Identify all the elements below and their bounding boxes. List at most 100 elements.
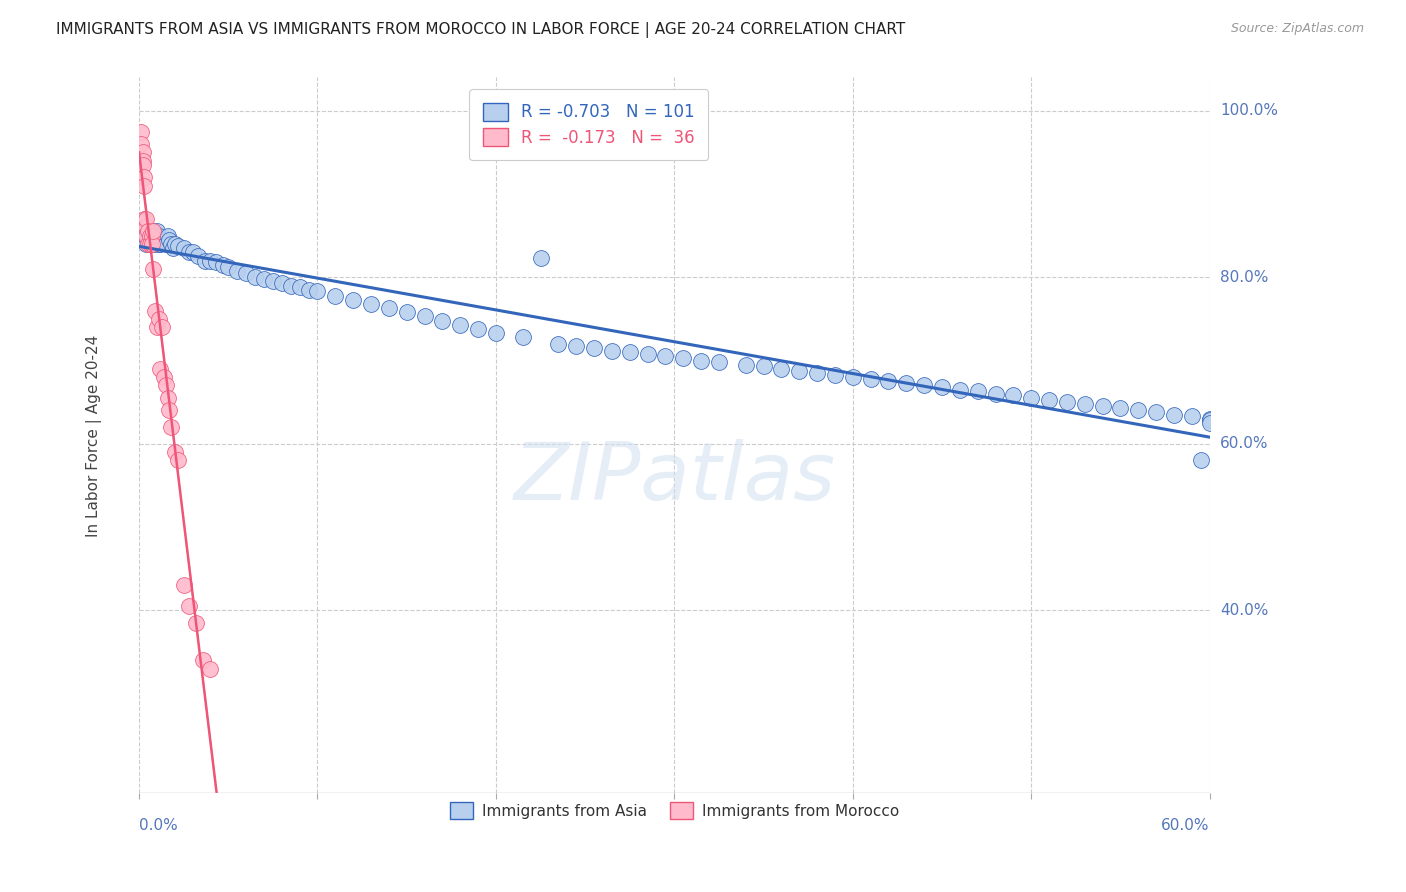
Point: [131, 153, 153, 168]
Point: [824, 368, 846, 382]
Point: [160, 236, 183, 251]
Point: [134, 228, 156, 243]
Point: [200, 253, 222, 268]
Point: [770, 361, 793, 376]
Point: [200, 662, 222, 676]
Text: Source: ZipAtlas.com: Source: ZipAtlas.com: [1230, 22, 1364, 36]
Point: [1163, 408, 1185, 422]
Point: [149, 361, 172, 376]
Point: [173, 578, 195, 592]
Point: [949, 383, 972, 397]
Point: [177, 599, 200, 614]
Point: [141, 236, 163, 251]
Point: [842, 370, 865, 384]
Point: [148, 311, 170, 326]
Point: [136, 224, 159, 238]
Point: [583, 341, 606, 355]
Point: [135, 211, 157, 226]
Point: [787, 363, 810, 377]
Point: [163, 236, 186, 251]
Point: [912, 378, 935, 392]
Point: [966, 384, 988, 399]
Point: [129, 136, 152, 151]
Point: [1091, 399, 1114, 413]
Text: 60.0%: 60.0%: [1220, 436, 1268, 451]
Point: [217, 260, 239, 275]
Point: [186, 615, 208, 630]
Point: [181, 245, 204, 260]
Point: [134, 170, 156, 185]
Point: [129, 124, 152, 138]
Point: [1002, 388, 1025, 402]
Point: [139, 236, 162, 251]
Point: [135, 228, 157, 243]
Point: [637, 347, 659, 361]
Point: [485, 326, 508, 340]
Point: [204, 255, 226, 269]
Point: [1144, 405, 1167, 419]
Point: [752, 359, 775, 374]
Text: ZIPatlas: ZIPatlas: [513, 440, 835, 517]
Point: [378, 301, 401, 315]
Point: [153, 370, 176, 384]
Point: [432, 313, 454, 327]
Point: [877, 374, 900, 388]
Point: [136, 236, 159, 251]
Point: [931, 380, 953, 394]
Point: [142, 261, 165, 276]
Point: [141, 228, 163, 243]
Point: [156, 228, 179, 243]
Point: [212, 258, 235, 272]
Point: [1109, 401, 1132, 415]
Point: [1073, 397, 1095, 411]
Point: [690, 353, 713, 368]
Point: [177, 245, 200, 260]
Point: [136, 233, 159, 247]
Point: [600, 343, 623, 358]
Point: [193, 653, 215, 667]
Point: [131, 224, 153, 238]
Point: [143, 228, 166, 243]
Point: [153, 233, 176, 247]
Point: [134, 211, 156, 226]
Point: [146, 320, 169, 334]
Point: [654, 349, 676, 363]
Point: [1181, 409, 1204, 424]
Point: [167, 238, 190, 252]
Point: [162, 241, 184, 255]
Point: [360, 297, 382, 311]
Point: [529, 251, 551, 265]
Point: [547, 336, 569, 351]
Point: [134, 233, 156, 247]
Point: [148, 228, 170, 243]
Point: [288, 280, 311, 294]
Point: [173, 241, 195, 255]
Point: [1198, 413, 1220, 427]
Point: [131, 158, 153, 172]
Point: [449, 318, 471, 332]
Point: [139, 228, 162, 243]
Text: IMMIGRANTS FROM ASIA VS IMMIGRANTS FROM MOROCCO IN LABOR FORCE | AGE 20-24 CORRE: IMMIGRANTS FROM ASIA VS IMMIGRANTS FROM …: [56, 22, 905, 38]
Text: 0.0%: 0.0%: [139, 819, 177, 833]
Point: [150, 233, 173, 247]
Legend: Immigrants from Asia, Immigrants from Morocco: Immigrants from Asia, Immigrants from Mo…: [443, 797, 905, 825]
Point: [1128, 403, 1150, 417]
Point: [262, 274, 284, 288]
Point: [1198, 411, 1220, 425]
Point: [187, 249, 209, 263]
Point: [297, 283, 319, 297]
Point: [157, 403, 180, 417]
Point: [896, 376, 918, 390]
Point: [143, 303, 166, 318]
Point: [707, 355, 730, 369]
Point: [146, 224, 169, 238]
Point: [512, 330, 534, 344]
Point: [1038, 392, 1060, 407]
Point: [565, 338, 588, 352]
Text: In Labor Force | Age 20-24: In Labor Force | Age 20-24: [86, 334, 103, 537]
Point: [1019, 391, 1042, 405]
Text: 40.0%: 40.0%: [1220, 603, 1268, 618]
Point: [142, 224, 165, 238]
Point: [141, 228, 163, 243]
Point: [135, 220, 157, 235]
